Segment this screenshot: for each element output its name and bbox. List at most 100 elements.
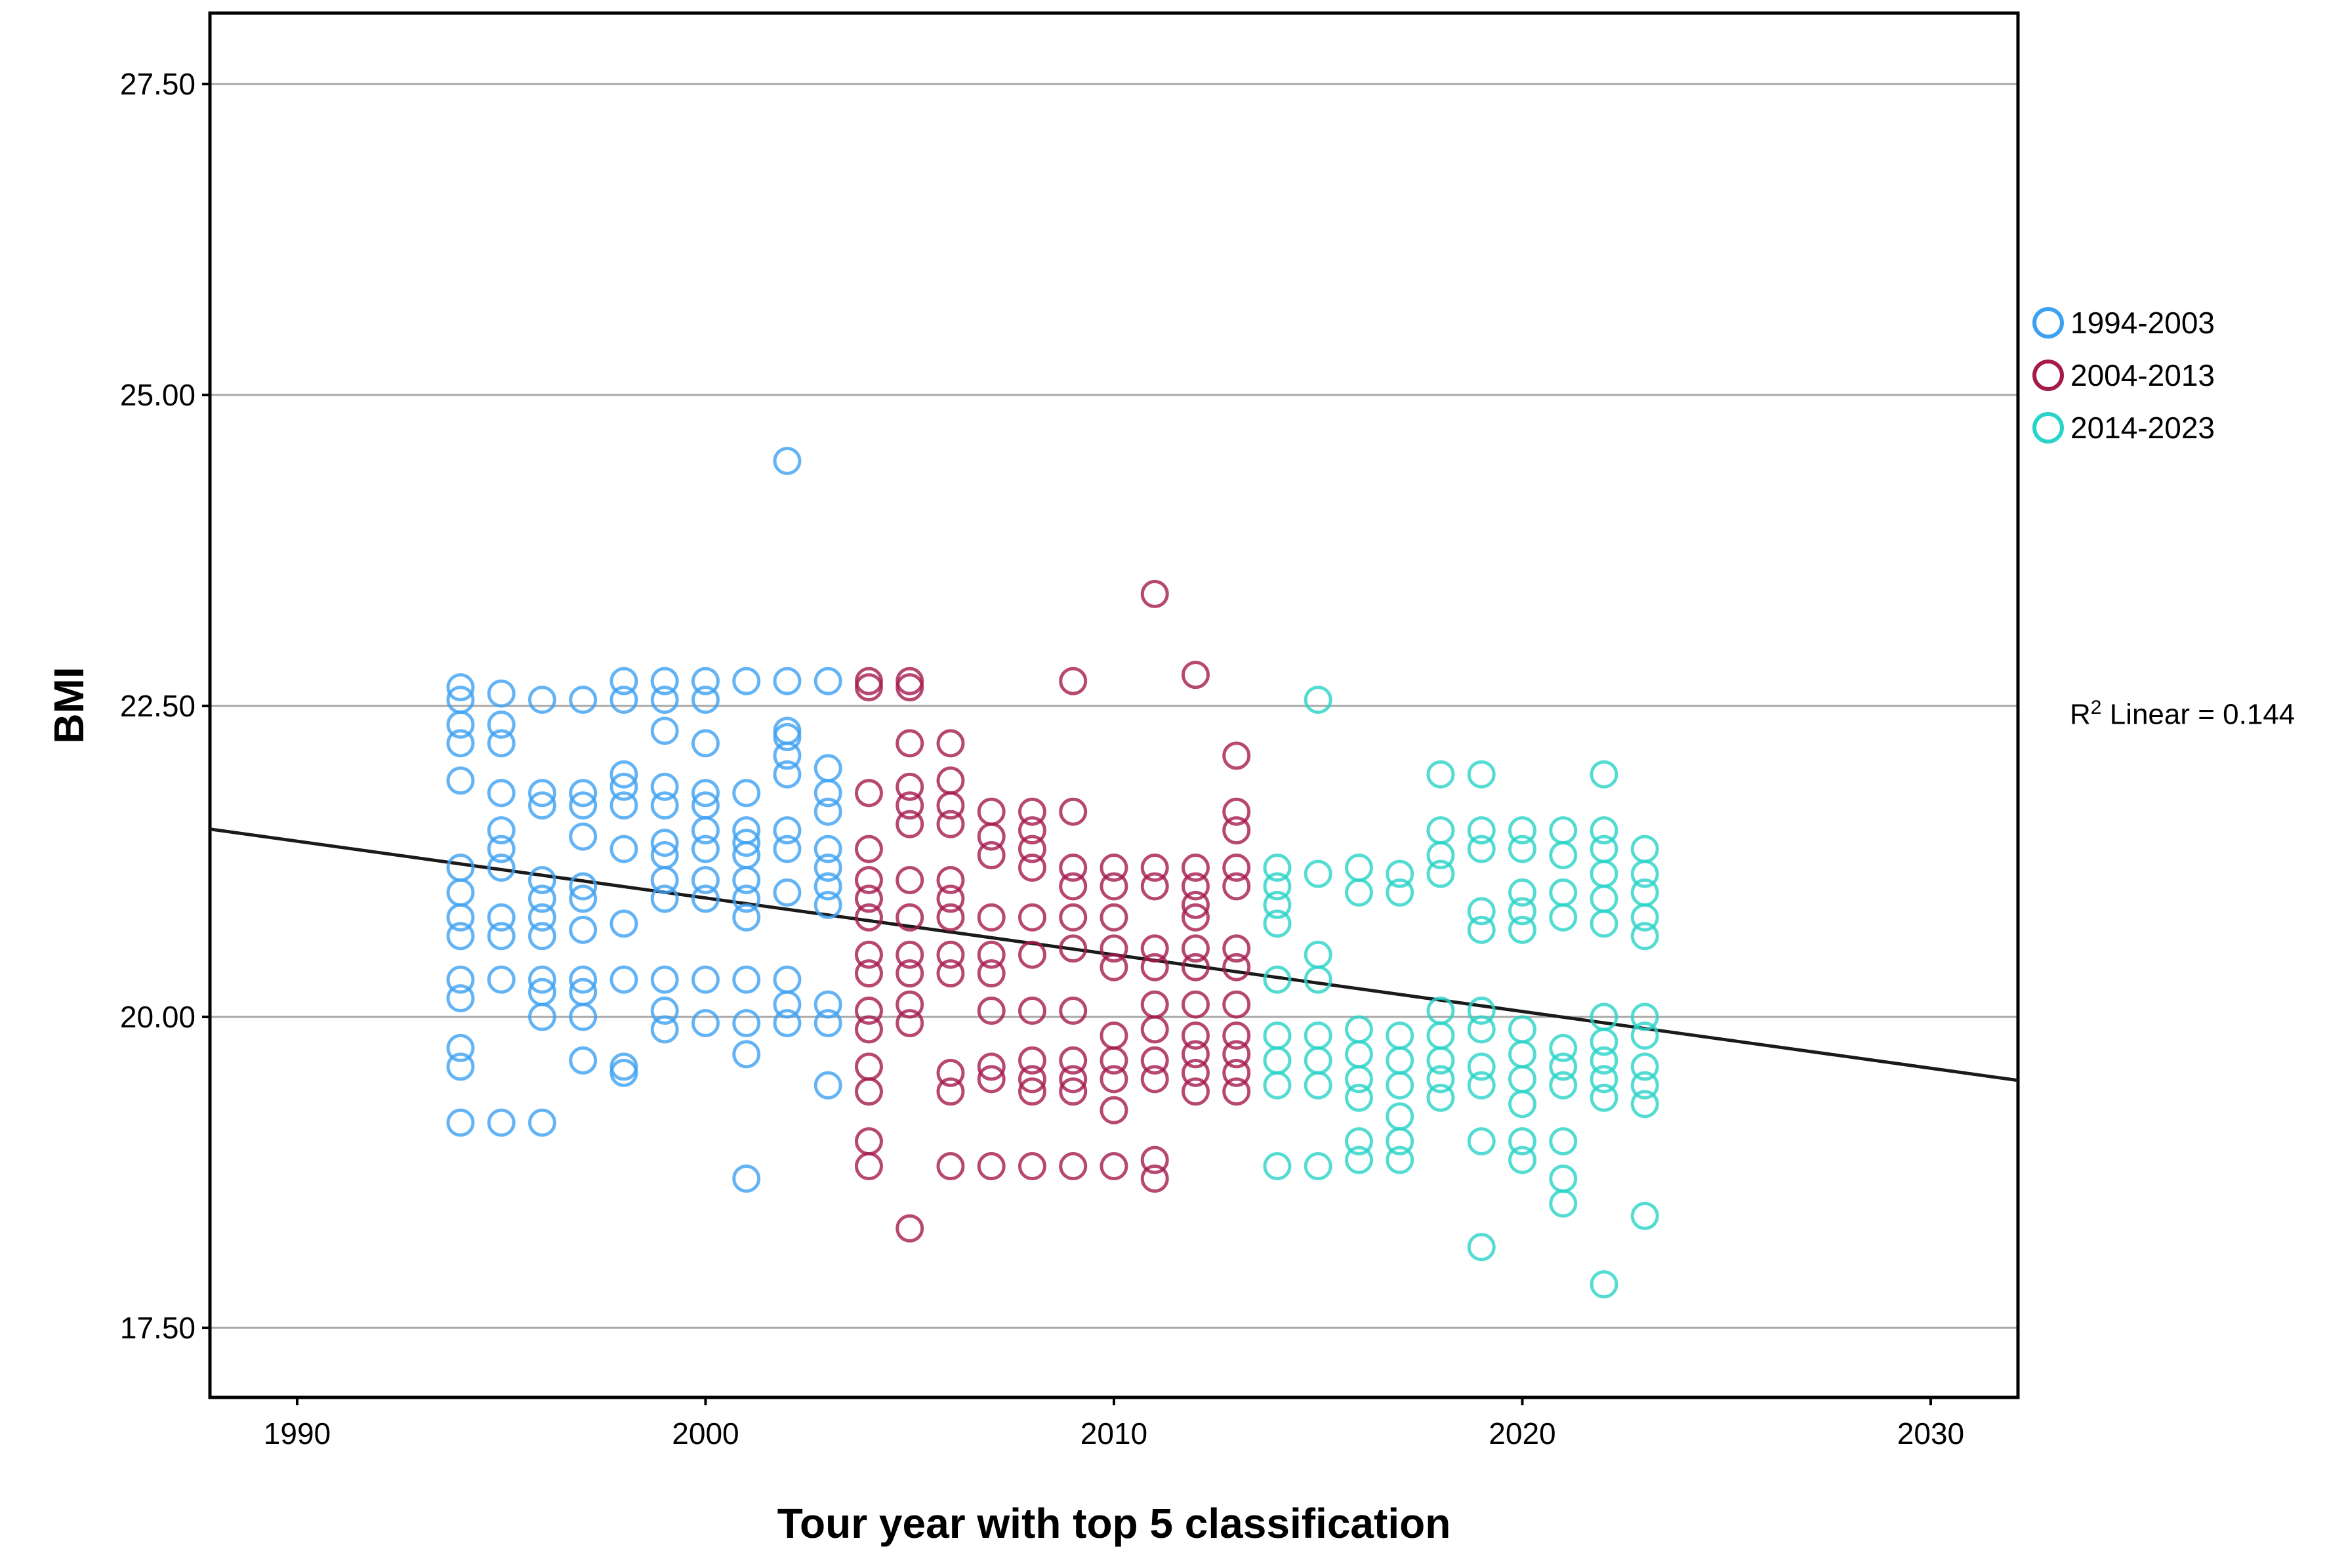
data-point — [773, 667, 802, 695]
data-point — [854, 959, 883, 988]
data-point — [1181, 1077, 1210, 1106]
data-point — [1018, 797, 1046, 826]
data-point — [1181, 1021, 1210, 1050]
y-tick-label: 25.00 — [119, 378, 196, 413]
data-point — [1386, 1046, 1414, 1075]
data-point — [1222, 953, 1251, 981]
data-point — [1344, 878, 1373, 907]
data-point — [1467, 1127, 1496, 1156]
data-point — [977, 1152, 1006, 1181]
data-point — [1263, 890, 1292, 919]
x-tick-label: 2000 — [672, 1416, 739, 1451]
data-point — [813, 779, 842, 808]
data-point — [1181, 1058, 1210, 1087]
data-point — [895, 667, 924, 695]
data-point — [1263, 965, 1292, 994]
data-point — [1100, 1046, 1128, 1075]
y-tick-label: 22.50 — [119, 689, 196, 724]
data-point — [1344, 1145, 1373, 1174]
y-tick-label: 17.50 — [119, 1311, 196, 1346]
data-point — [569, 1046, 598, 1075]
data-point — [446, 729, 475, 758]
data-point — [895, 959, 924, 988]
data-point — [569, 1002, 598, 1031]
data-point — [1140, 953, 1169, 981]
data-point — [936, 791, 965, 820]
data-point — [1140, 1015, 1169, 1044]
data-point — [732, 965, 761, 994]
data-point — [569, 915, 598, 944]
data-point — [1467, 835, 1496, 863]
data-point — [1630, 1071, 1659, 1100]
data-point — [1467, 997, 1496, 1025]
data-point — [813, 872, 842, 901]
data-point — [1059, 997, 1088, 1025]
data-point — [1630, 1052, 1659, 1081]
data-point — [609, 1052, 638, 1081]
data-point — [1590, 1270, 1618, 1299]
data-point — [1386, 1102, 1414, 1131]
data-point — [773, 741, 802, 770]
legend: 1994-2003 2004-2013 2014-2023 — [2032, 303, 2215, 447]
x-tick-label: 2010 — [1080, 1416, 1148, 1451]
data-point — [1222, 1077, 1251, 1106]
data-point — [936, 884, 965, 913]
data-point — [1018, 903, 1046, 932]
data-point — [1549, 903, 1578, 932]
data-point — [569, 779, 598, 808]
data-point — [773, 760, 802, 789]
data-point — [854, 779, 883, 808]
data-point — [650, 1015, 679, 1044]
data-point — [1590, 1083, 1618, 1112]
data-point — [1263, 909, 1292, 938]
data-point — [527, 779, 556, 808]
data-point — [1263, 1021, 1292, 1050]
data-point — [1059, 934, 1088, 963]
data-point — [446, 1033, 475, 1062]
data-point — [1059, 1065, 1088, 1094]
data-point — [487, 816, 516, 845]
data-point — [1059, 903, 1088, 932]
data-point — [813, 890, 842, 919]
legend-item-label: 1994-2003 — [2070, 306, 2215, 340]
data-point — [1467, 897, 1496, 926]
data-point — [487, 1108, 516, 1137]
data-point — [1467, 1015, 1496, 1044]
data-point — [895, 1214, 924, 1243]
data-point — [1344, 1083, 1373, 1112]
data-point — [1630, 903, 1659, 932]
data-point — [650, 884, 679, 913]
data-point — [527, 884, 556, 913]
data-point — [1140, 1145, 1169, 1174]
data-point — [1426, 997, 1455, 1025]
data-point — [1426, 760, 1455, 789]
data-point — [691, 965, 720, 994]
data-point — [1630, 1090, 1659, 1119]
data-point — [1630, 859, 1659, 888]
data-point — [1426, 1065, 1455, 1094]
data-point — [895, 1009, 924, 1038]
data-point — [691, 816, 720, 845]
data-point — [1181, 872, 1210, 901]
data-point — [527, 1002, 556, 1031]
data-point — [1222, 872, 1251, 901]
data-point — [1508, 1090, 1536, 1119]
data-point — [1140, 990, 1169, 1019]
data-point — [1059, 1077, 1088, 1106]
data-point — [691, 729, 720, 758]
data-point — [813, 990, 842, 1019]
data-point — [1181, 661, 1210, 690]
x-tick-label: 2020 — [1489, 1416, 1556, 1451]
circle-marker-icon — [2032, 412, 2064, 444]
data-point — [732, 667, 761, 695]
data-point — [813, 797, 842, 826]
data-point — [1059, 1046, 1088, 1075]
data-point — [650, 772, 679, 801]
data-point — [691, 667, 720, 695]
data-point — [650, 865, 679, 894]
data-point — [1018, 835, 1046, 863]
circle-marker-icon — [2032, 360, 2064, 391]
data-point — [1100, 1065, 1128, 1094]
data-point — [1508, 835, 1536, 863]
data-point — [446, 903, 475, 932]
